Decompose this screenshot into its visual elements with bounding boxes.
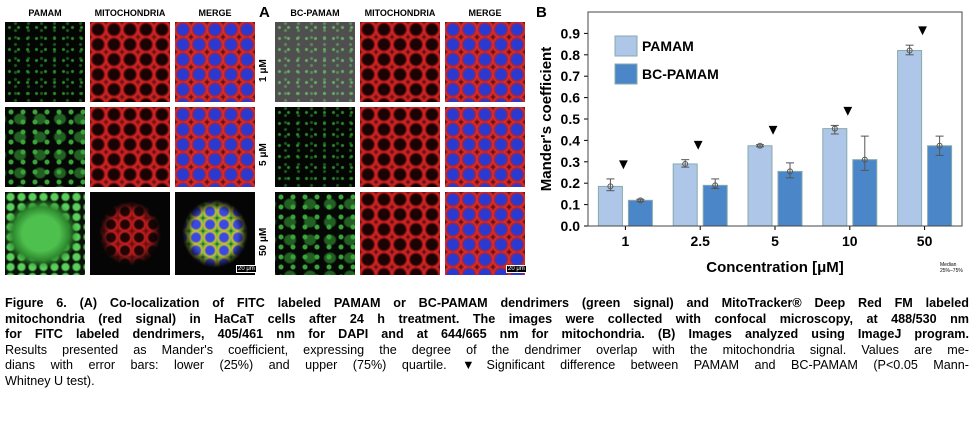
caption-line: dians with error bars: lower (25%) and u… xyxy=(5,358,969,372)
significance-marker: ▼ xyxy=(915,22,930,39)
micrograph xyxy=(445,22,525,102)
column-header: MITOCHONDRIA xyxy=(94,8,166,18)
micrograph xyxy=(445,192,525,275)
median-point xyxy=(757,142,763,149)
median-point xyxy=(682,160,689,167)
micrograph xyxy=(275,192,355,275)
legend-label: PAMAM xyxy=(642,38,694,54)
y-tick-label: 0.5 xyxy=(561,111,581,127)
significance-marker: ▼ xyxy=(840,102,855,119)
micrograph xyxy=(360,22,440,102)
y-tick-label: 0.6 xyxy=(561,90,581,106)
column-header: MERGE xyxy=(198,8,232,18)
panel-label: B xyxy=(536,4,547,21)
legend-swatch xyxy=(614,35,638,57)
caption-line: Results presented as Mander's coefficien… xyxy=(5,342,969,357)
micrograph xyxy=(360,192,440,275)
micrograph xyxy=(445,107,525,187)
column-header: MERGE xyxy=(468,8,502,18)
y-tick-label: 0.3 xyxy=(561,154,581,170)
micrograph xyxy=(5,192,85,275)
median-point xyxy=(712,182,719,189)
median-point xyxy=(936,142,943,149)
bar xyxy=(822,128,848,227)
micrograph xyxy=(90,22,170,102)
significance-marker: ▼ xyxy=(766,122,781,139)
y-axis-title: Mander's coefficient xyxy=(538,47,555,191)
median-point xyxy=(787,168,793,175)
x-tick-label: 1 xyxy=(622,233,630,249)
row-label: 5 μM xyxy=(258,143,269,166)
scale-bar: 20 μm xyxy=(236,265,257,273)
row-label: 50 μM xyxy=(258,227,269,256)
x-tick-label: 50 xyxy=(917,233,933,249)
x-tick-label: 10 xyxy=(842,233,858,249)
legend-note: Median xyxy=(940,262,957,268)
legend-note: 25%–75% xyxy=(940,268,963,274)
bar xyxy=(702,184,728,227)
plot-frame xyxy=(587,11,963,227)
micrograph xyxy=(175,192,255,275)
y-tick-label: 0.0 xyxy=(561,218,581,234)
column-header: BC-PAMAM xyxy=(290,8,340,18)
x-tick-label: 5 xyxy=(771,233,779,249)
caption-line: Whitney U test). xyxy=(5,373,95,388)
bar xyxy=(672,163,698,227)
bar xyxy=(777,170,803,227)
chart: 0.0 0.1 0.2 0.3 0.4 0.5 0.6 0.7 0.8 0.9 Mander's c… xyxy=(538,11,963,276)
y-tick-label: 0.9 xyxy=(561,25,581,41)
row-label: 1 μM xyxy=(258,59,269,82)
micrograph xyxy=(175,107,255,187)
significance-marker: ▼ xyxy=(616,156,631,173)
y-tick-label: 0.8 xyxy=(561,47,581,63)
median-point xyxy=(637,197,644,204)
significance-marker: ▼ xyxy=(691,137,706,154)
median-point xyxy=(831,125,838,132)
micrograph xyxy=(90,192,170,275)
scale-bar: 20 μm xyxy=(506,265,527,273)
bar xyxy=(927,145,953,227)
bar xyxy=(627,199,653,227)
micrograph xyxy=(275,107,355,187)
micrograph xyxy=(5,107,85,187)
median-point xyxy=(906,47,913,54)
caption-line: Figure 6. (A) Co-localization of FITC la… xyxy=(5,296,969,310)
y-tick-label: 0.1 xyxy=(561,197,581,213)
micrograph xyxy=(5,22,85,102)
legend-swatch xyxy=(614,63,638,85)
column-header: MITOCHONDRIA xyxy=(364,8,436,18)
bar xyxy=(747,145,773,227)
x-tick-label: 2.5 xyxy=(690,233,710,249)
micrograph xyxy=(90,107,170,187)
median-point xyxy=(607,183,614,190)
caption-line: mitochondria (red signal) in HaCaT cells… xyxy=(5,311,969,326)
median-point xyxy=(861,156,868,163)
micrograph xyxy=(360,107,440,187)
y-tick-label: 0.4 xyxy=(561,132,581,148)
micrograph xyxy=(275,22,355,102)
x-axis-title: Concentration [μM] xyxy=(706,259,844,276)
micrograph xyxy=(175,22,255,102)
column-header: PAMAM xyxy=(28,8,62,18)
caption-line: for FITC labeled dendrimers, 405/461 nm … xyxy=(5,327,969,341)
y-tick-label: 0.7 xyxy=(561,68,581,84)
panel-label: A xyxy=(259,4,270,21)
bar xyxy=(897,50,923,227)
y-tick-label: 0.2 xyxy=(561,175,581,191)
legend-label: BC-PAMAM xyxy=(642,66,719,82)
bar xyxy=(597,185,623,227)
